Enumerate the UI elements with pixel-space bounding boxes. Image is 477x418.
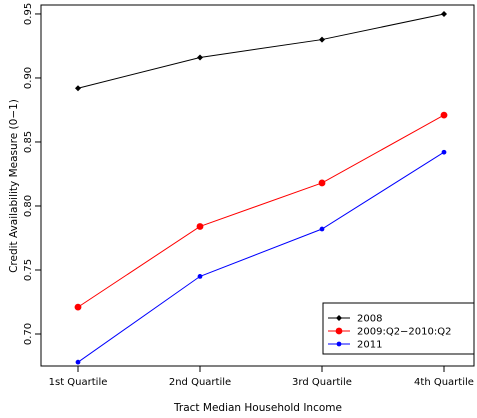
legend-marker (336, 315, 342, 321)
data-point (74, 303, 82, 311)
x-tick-label: 2nd Quartile (169, 377, 231, 388)
x-axis: 1st Quartile 2nd Quartile 3rd Quartile 4th … (49, 366, 474, 388)
legend-label: 2008 (357, 314, 382, 325)
legend-label: 2009:Q2−2010:Q2 (357, 327, 451, 338)
legend-marker (335, 327, 343, 335)
data-point (440, 111, 448, 119)
x-tick-label: 4th Quartile (414, 377, 474, 388)
series-line (77, 114, 445, 308)
y-tick-label: 0.70 (23, 323, 34, 345)
y-tick-label: 0.80 (23, 195, 34, 217)
data-point (197, 273, 203, 279)
y-tick-label: 0.85 (23, 131, 34, 153)
legend: 2008 2009:Q2−2010:Q2 2011 (322, 302, 475, 355)
plot-frame (40, 4, 475, 367)
data-point (441, 149, 447, 155)
data-point (196, 223, 204, 230)
y-tick-label: 0.95 (23, 3, 34, 25)
y-axis: 0.70 0.75 0.80 0.85 0.90 0.95 (23, 3, 41, 345)
series-1 (74, 111, 448, 311)
data-point (75, 359, 81, 365)
series-line (77, 151, 445, 363)
y-tick-label: 0.90 (23, 67, 34, 89)
data-point (319, 36, 325, 43)
y-axis-title: Credit Availability Measure (0−1) (8, 99, 20, 273)
x-tick-label: 1st Quartile (49, 377, 108, 388)
legend-label: 2011 (357, 340, 382, 351)
data-point (441, 10, 447, 17)
legend-item: 2008 (328, 314, 382, 325)
legend-item: 2009:Q2−2010:Q2 (328, 327, 451, 338)
series-line (77, 13, 445, 89)
series-2 (75, 149, 447, 365)
data-point (197, 54, 203, 61)
series-layer (74, 10, 448, 365)
legend-item: 2011 (328, 340, 382, 351)
legend-marker (336, 341, 342, 347)
x-axis-title: Tract Median Household Income (173, 402, 342, 414)
x-tick-label: 3rd Quartile (292, 377, 352, 388)
data-point (75, 85, 81, 92)
data-point (318, 179, 326, 187)
legend-box (322, 302, 475, 355)
data-point (319, 226, 325, 232)
series-0 (75, 10, 447, 92)
y-tick-label: 0.75 (23, 259, 34, 281)
